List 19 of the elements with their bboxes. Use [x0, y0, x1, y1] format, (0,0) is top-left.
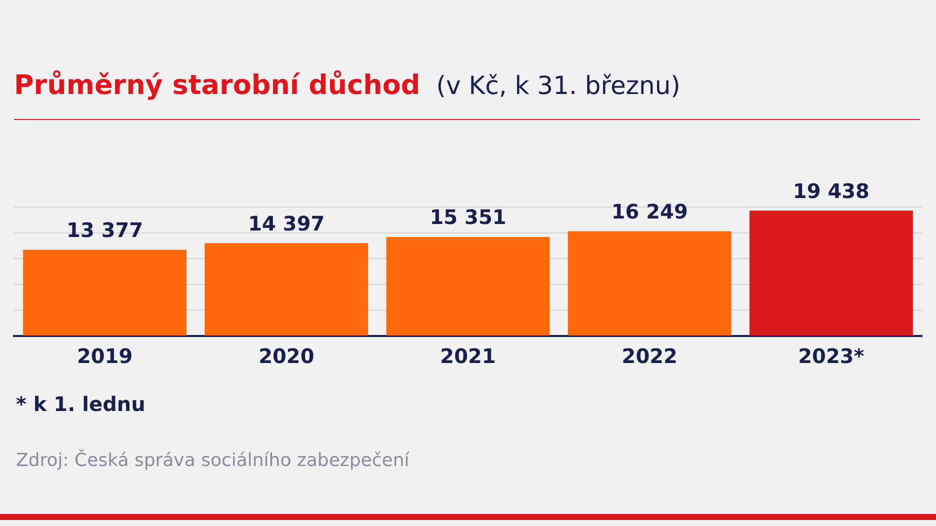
data-label: 19 438: [792, 178, 870, 203]
data-label: 15 351: [430, 205, 506, 230]
bar: [23, 250, 187, 336]
text: Zdroj: Česká správa sociálního zabezpečení: [16, 450, 410, 471]
data-label: 14 397: [248, 211, 325, 236]
bar: [386, 236, 550, 336]
data-label: 16 249: [611, 199, 688, 224]
data-label: 13 377: [66, 218, 144, 242]
bar: [568, 231, 732, 336]
text: * k 1. lednu: [16, 392, 146, 416]
chart-title: Průměrný starobní důchod: [14, 70, 420, 101]
x-tick-label: 2021: [440, 344, 496, 368]
x-tick-label: 2022: [622, 344, 678, 368]
x-tick-label: 2023*: [798, 344, 865, 368]
bar: [204, 243, 368, 336]
bar: [749, 210, 913, 336]
x-tick-label: 2019: [76, 344, 133, 368]
chart-subtitle: (v Kč, k 31. březnu): [436, 71, 680, 100]
x-tick-label: 2020: [258, 344, 314, 368]
